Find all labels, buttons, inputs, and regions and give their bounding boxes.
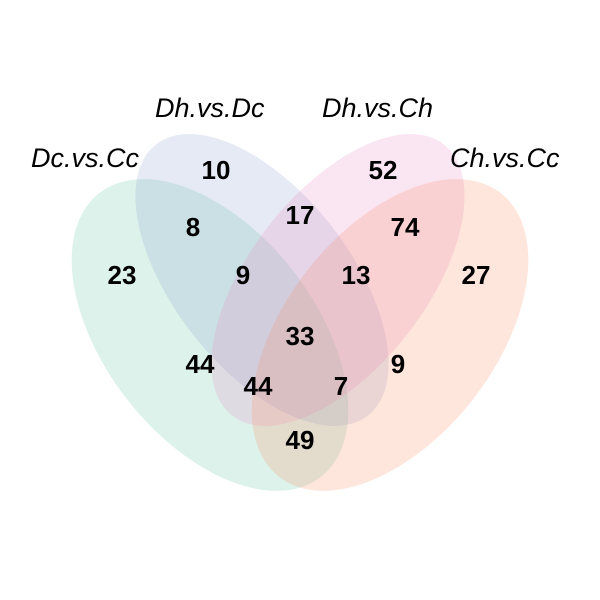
count-dhch-only: 52 (369, 155, 398, 185)
set-label-ch-vs-cc: Ch.vs.Cc (450, 143, 560, 173)
count-dhdc-only: 10 (202, 155, 231, 185)
count-dc-dhdc-chcc: 7 (334, 371, 348, 401)
set-ellipse-ch-vs-cc (251, 179, 529, 491)
set-label-dh-vs-dc: Dh.vs.Dc (155, 93, 265, 123)
count-dc-dhch-chcc: 44 (244, 371, 273, 401)
count-dc-dhch: 44 (186, 349, 215, 379)
count-dhdc-dhch: 17 (286, 200, 315, 230)
count-dc-only: 23 (108, 260, 137, 290)
count-dhdc-chcc: 9 (391, 349, 405, 379)
count-chcc-only: 27 (462, 260, 491, 290)
count-dhch-chcc: 74 (391, 212, 420, 242)
count-all-four: 33 (286, 321, 315, 351)
set-ellipse-dh-vs-dc (135, 134, 389, 426)
count-dc-chcc: 49 (286, 425, 315, 455)
count-dhdc-dhch-chcc: 13 (342, 260, 371, 290)
count-dc-dhdc-dhch: 9 (236, 260, 250, 290)
count-dc-dhdc: 8 (186, 212, 200, 242)
set-label-dc-vs-cc: Dc.vs.Cc (31, 143, 140, 173)
set-ellipse-dh-vs-ch (211, 134, 465, 426)
set-label-dh-vs-ch: Dh.vs.Ch (322, 93, 433, 123)
set-ellipse-dc-vs-cc (71, 179, 349, 491)
